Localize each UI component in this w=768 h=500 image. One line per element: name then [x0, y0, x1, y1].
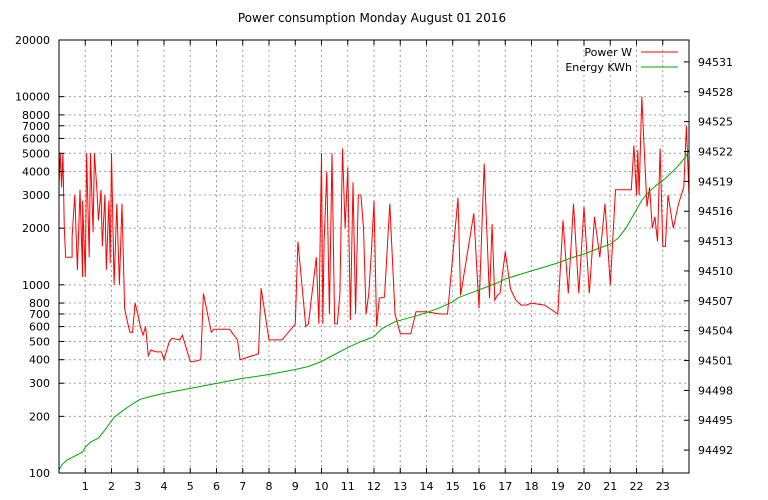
y-tick-label: 2000: [22, 222, 50, 235]
y2-tick-label: 94516: [698, 205, 733, 218]
x-tick-label: 15: [446, 480, 460, 493]
x-tick-label: 18: [525, 480, 539, 493]
chart-title: Power consumption Monday August 01 2016: [238, 11, 506, 25]
y-tick-label: 800: [29, 297, 50, 310]
x-tick-label: 5: [187, 480, 194, 493]
y2-tick-label: 94531: [698, 56, 733, 69]
y2-tick-label: 94513: [698, 235, 733, 248]
x-tick-label: 8: [266, 480, 273, 493]
series-line-energy-kwh: [58, 149, 690, 471]
x-tick-label: 1: [82, 480, 89, 493]
x-tick-label: 3: [134, 480, 141, 493]
x-tick-label: 19: [551, 480, 565, 493]
x-tick-label: 11: [341, 480, 355, 493]
y-tick-label: 300: [29, 377, 50, 390]
y-tick-label: 6000: [22, 132, 50, 145]
y-tick-label: 4000: [22, 166, 50, 179]
x-tick-label: 23: [656, 480, 670, 493]
legend: Power W Energy KWh: [565, 46, 678, 74]
y-tick-label: 100: [29, 467, 50, 480]
y2-axis: 94492 94495 94498 94501 94504 94507 94510 94513…: [684, 56, 733, 457]
y2-tick-label: 94504: [698, 325, 733, 338]
x-tick-label: 20: [577, 480, 591, 493]
y2-tick-label: 94507: [698, 295, 733, 308]
y-tick-label: 7000: [22, 120, 50, 133]
x-tick-label: 4: [161, 480, 168, 493]
y-tick-label: 200: [29, 410, 50, 423]
y-tick-label: 500: [29, 335, 50, 348]
series-line-power-w: [58, 96, 690, 363]
y-tick-label: 8000: [22, 109, 50, 122]
x-tick-label: 13: [393, 480, 407, 493]
y-tick-label: 5000: [22, 147, 50, 160]
y2-tick-label: 94522: [698, 145, 733, 158]
y2-tick-label: 94498: [698, 384, 733, 397]
y2-tick-label: 94492: [698, 444, 733, 457]
x-tick-label: 2: [108, 480, 115, 493]
x-tick-label: 7: [239, 480, 246, 493]
x-tick-label: 17: [498, 480, 512, 493]
y-tick-label: 600: [29, 321, 50, 334]
series-layer: [58, 96, 690, 471]
x-tick-label: 16: [472, 480, 486, 493]
x-tick-label: 9: [292, 480, 299, 493]
y2-tick-label: 94495: [698, 414, 733, 427]
y-tick-label: 10000: [15, 91, 50, 104]
grid: [59, 40, 689, 473]
y2-tick-label: 94510: [698, 265, 733, 278]
x-tick-label: 21: [603, 480, 617, 493]
x-tick-label: 6: [213, 480, 220, 493]
y2-tick-label: 94528: [698, 86, 733, 99]
y-tick-label: 1000: [22, 279, 50, 292]
x-tick-label: 22: [630, 480, 644, 493]
y-tick-label: 400: [29, 354, 50, 367]
y-tick-label: 20000: [15, 34, 50, 47]
x-tick-label: 14: [420, 480, 434, 493]
y2-tick-label: 94525: [698, 116, 733, 129]
y-tick-label: 700: [29, 308, 50, 321]
legend-label-power-w: Power W: [584, 46, 632, 59]
x-axis: 1 2 3 4 5 6 7 8 9 10 11 12 13 14 15 16 17 18 19 20 21 22 23: [82, 40, 670, 493]
y2-tick-label: 94519: [698, 175, 733, 188]
y-tick-label: 3000: [22, 189, 50, 202]
y2-tick-label: 94501: [698, 355, 733, 368]
x-tick-label: 12: [367, 480, 381, 493]
legend-label-energy-kwh: Energy KWh: [565, 61, 632, 74]
x-tick-label: 10: [315, 480, 329, 493]
